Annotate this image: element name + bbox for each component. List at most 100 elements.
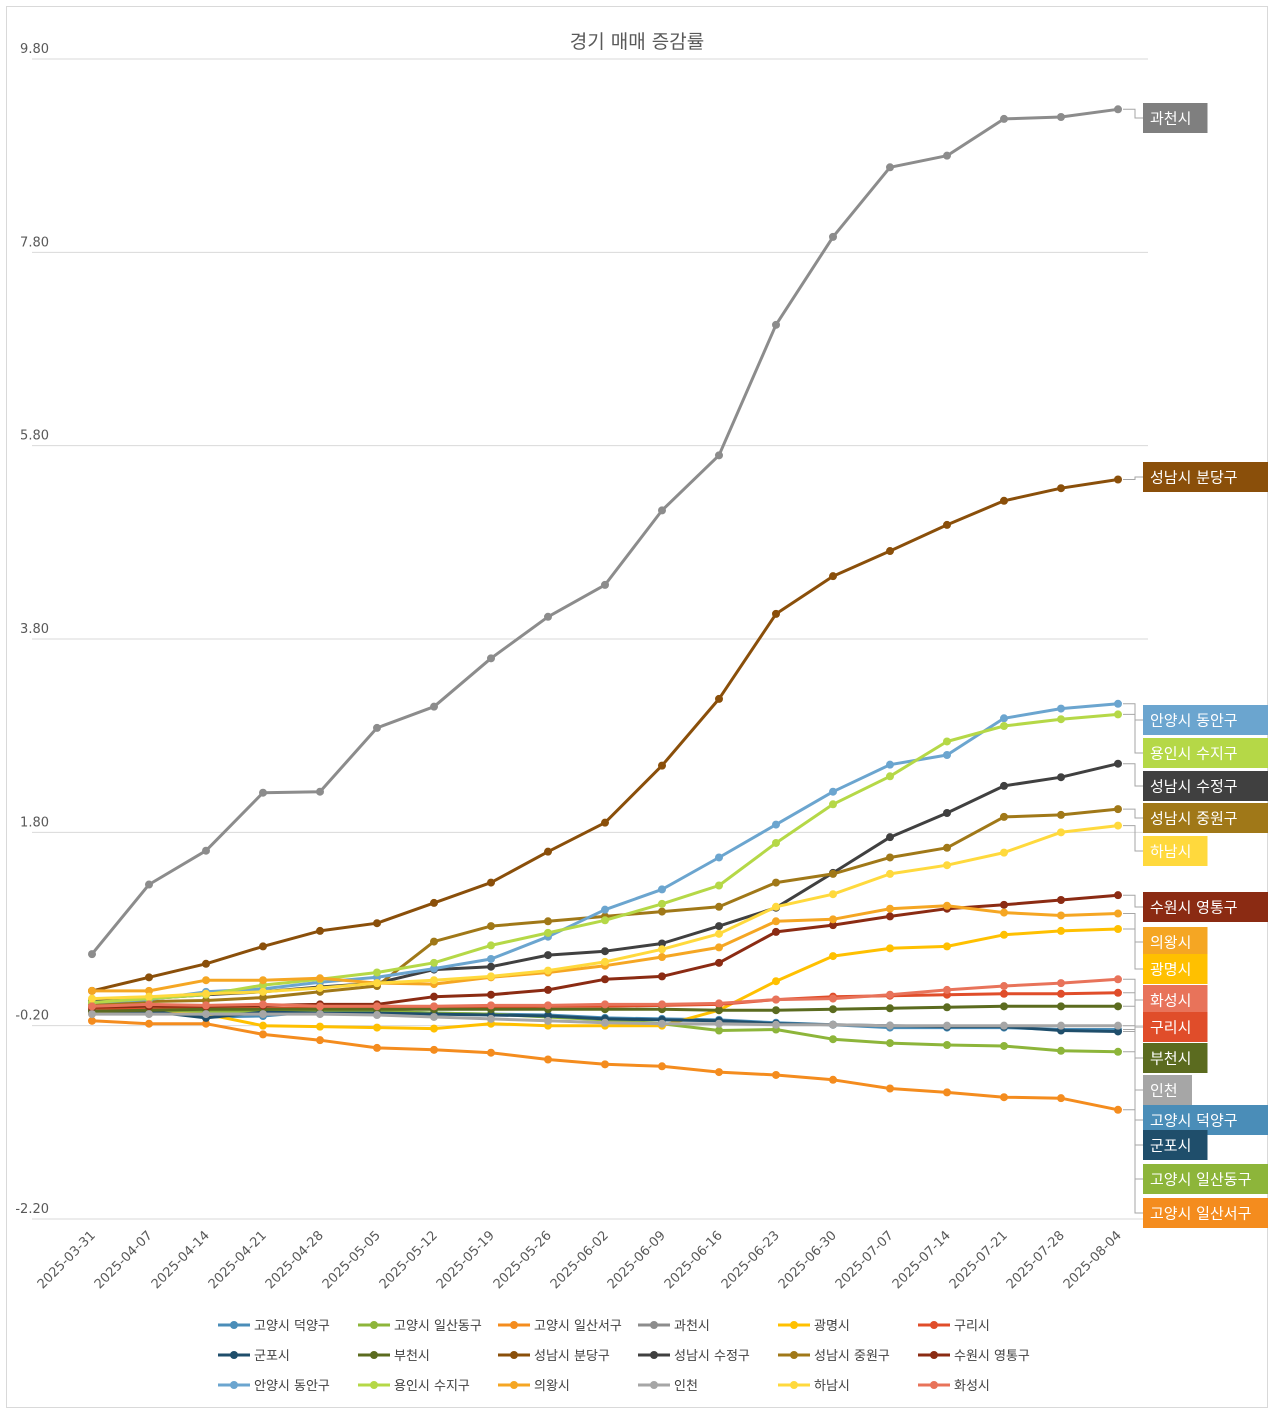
data-point <box>1114 821 1122 830</box>
legend-swatch-marker <box>510 1351 518 1359</box>
data-point <box>202 1010 210 1019</box>
data-point <box>943 737 951 746</box>
data-point <box>943 985 951 994</box>
legend-label: 고양시 덕양구 <box>254 1319 330 1334</box>
y-tick-label: 3.80 <box>20 622 49 637</box>
data-point <box>886 904 894 913</box>
data-point <box>1000 1021 1008 1030</box>
data-point <box>1057 484 1065 493</box>
legend-item: 성남시 수정구 <box>638 1349 750 1364</box>
end-label-box <box>1143 1075 1192 1105</box>
data-point <box>1000 812 1008 821</box>
legend-item: 구리시 <box>918 1319 990 1334</box>
data-point <box>772 838 780 847</box>
data-point <box>886 163 894 172</box>
data-point <box>943 151 951 160</box>
legend-label: 군포시 <box>254 1349 290 1364</box>
end-label-box <box>1143 103 1208 133</box>
data-point <box>829 1020 837 1029</box>
end-label-leader <box>1123 763 1143 787</box>
data-point <box>145 1019 153 1028</box>
data-point <box>1057 828 1065 837</box>
data-point <box>715 1068 723 1077</box>
data-point <box>373 1011 381 1020</box>
x-tick-label: 2025-07-14 <box>890 1228 954 1292</box>
data-point <box>715 929 723 938</box>
data-point <box>715 999 723 1008</box>
data-point <box>259 976 267 985</box>
data-point <box>259 993 267 1002</box>
legend-swatch-marker <box>370 1381 378 1389</box>
end-label: 고양시 일산동구 <box>1143 1164 1268 1194</box>
legend-item: 수원시 영통구 <box>918 1349 1030 1364</box>
data-point <box>886 1039 894 1048</box>
data-point <box>601 580 609 589</box>
data-point <box>145 986 153 995</box>
end-label: 부천시 <box>1143 1043 1208 1073</box>
data-point <box>259 1030 267 1039</box>
data-point <box>1114 699 1122 708</box>
data-point <box>544 612 552 621</box>
end-label-leader <box>1123 1029 1143 1121</box>
legend-label: 부천시 <box>394 1349 430 1364</box>
data-point <box>715 694 723 703</box>
data-point <box>772 902 780 911</box>
x-tick-label: 2025-07-21 <box>947 1228 1011 1292</box>
legend-item: 고양시 일산동구 <box>358 1319 482 1334</box>
data-point <box>487 1001 495 1010</box>
data-point <box>1114 1021 1122 1030</box>
data-point <box>658 1019 666 1028</box>
data-point <box>1114 909 1122 918</box>
data-point <box>601 818 609 827</box>
data-point <box>772 1070 780 1079</box>
data-point <box>943 1021 951 1030</box>
x-tick-label: 2025-03-31 <box>35 1228 99 1292</box>
end-label-box <box>1143 1198 1268 1228</box>
data-point <box>772 320 780 329</box>
data-point <box>373 979 381 988</box>
end-label-text: 하남시 <box>1150 843 1191 861</box>
series <box>88 1010 1122 1030</box>
data-point <box>487 878 495 887</box>
data-point <box>601 975 609 984</box>
end-label-box <box>1143 954 1208 984</box>
data-point <box>1057 911 1065 920</box>
data-point <box>829 890 837 899</box>
end-label-text: 고양시 일산서구 <box>1150 1205 1251 1223</box>
end-label-text: 수원시 영통구 <box>1150 899 1238 917</box>
data-point <box>259 942 267 951</box>
data-point <box>943 942 951 951</box>
data-point <box>943 809 951 817</box>
data-point <box>886 547 894 556</box>
legend-swatch-marker <box>650 1351 658 1359</box>
data-point <box>658 899 666 908</box>
data-point <box>1114 475 1122 484</box>
data-point <box>1114 759 1122 768</box>
data-point <box>658 761 666 770</box>
y-tick-label: 7.80 <box>20 235 49 250</box>
data-point <box>1000 900 1008 909</box>
data-point <box>145 880 153 889</box>
legend-label: 과천시 <box>674 1319 710 1334</box>
y-tick-label: 5.80 <box>20 429 49 444</box>
data-point <box>829 1075 837 1084</box>
data-point <box>202 1001 210 1010</box>
data-point <box>430 1012 438 1021</box>
data-point <box>430 976 438 985</box>
legend-item: 부천시 <box>358 1349 430 1364</box>
data-point <box>715 1026 723 1035</box>
legend-swatch-marker <box>930 1351 938 1359</box>
series <box>88 975 1122 1011</box>
data-point <box>1057 1046 1065 1055</box>
end-label-leader <box>1123 108 1143 119</box>
x-tick-label: 2025-06-30 <box>776 1228 840 1292</box>
data-point <box>658 945 666 954</box>
data-point <box>259 788 267 797</box>
legend-swatch-marker <box>650 1381 658 1389</box>
legend-item: 화성시 <box>918 1379 990 1394</box>
legend-label: 하남시 <box>814 1379 850 1394</box>
data-point <box>829 800 837 809</box>
data-point <box>316 1036 324 1045</box>
data-point <box>316 787 324 796</box>
end-label-box <box>1143 803 1268 833</box>
